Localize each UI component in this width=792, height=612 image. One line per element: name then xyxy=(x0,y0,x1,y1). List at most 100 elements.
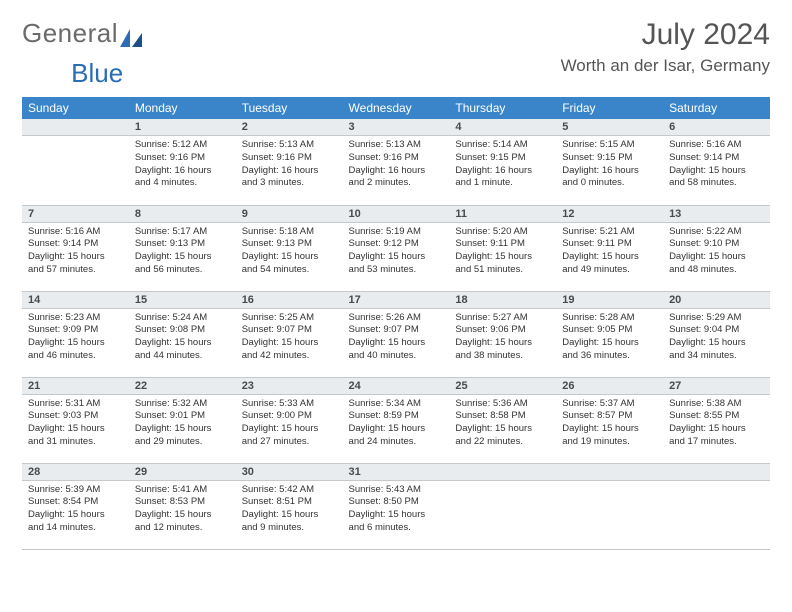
day-number: 17 xyxy=(343,292,450,309)
day-details: Sunrise: 5:27 AMSunset: 9:06 PMDaylight:… xyxy=(449,309,556,367)
calendar-table: SundayMondayTuesdayWednesdayThursdayFrid… xyxy=(22,97,770,550)
day-header: Tuesday xyxy=(236,97,343,119)
day-number: 28 xyxy=(22,464,129,481)
day-details: Sunrise: 5:41 AMSunset: 8:53 PMDaylight:… xyxy=(129,481,236,539)
day-details: Sunrise: 5:26 AMSunset: 9:07 PMDaylight:… xyxy=(343,309,450,367)
sunset-line: Sunset: 8:55 PM xyxy=(669,410,764,423)
daylight-line: Daylight: 15 hours and 36 minutes. xyxy=(562,337,657,363)
sunset-line: Sunset: 8:58 PM xyxy=(455,410,550,423)
sunrise-line: Sunrise: 5:31 AM xyxy=(28,398,123,411)
day-details: Sunrise: 5:36 AMSunset: 8:58 PMDaylight:… xyxy=(449,395,556,453)
daylight-line: Daylight: 15 hours and 24 minutes. xyxy=(349,423,444,449)
sunset-line: Sunset: 8:51 PM xyxy=(242,496,337,509)
daylight-line: Daylight: 15 hours and 51 minutes. xyxy=(455,251,550,277)
sunrise-line: Sunrise: 5:24 AM xyxy=(135,312,230,325)
day-number: 27 xyxy=(663,378,770,395)
day-number: 11 xyxy=(449,206,556,223)
sunset-line: Sunset: 9:14 PM xyxy=(669,152,764,165)
day-header: Sunday xyxy=(22,97,129,119)
day-details: Sunrise: 5:25 AMSunset: 9:07 PMDaylight:… xyxy=(236,309,343,367)
day-header: Saturday xyxy=(663,97,770,119)
calendar-cell: 4Sunrise: 5:14 AMSunset: 9:15 PMDaylight… xyxy=(449,119,556,205)
calendar-cell xyxy=(663,463,770,549)
sunrise-line: Sunrise: 5:43 AM xyxy=(349,484,444,497)
sunrise-line: Sunrise: 5:26 AM xyxy=(349,312,444,325)
calendar-week: 1Sunrise: 5:12 AMSunset: 9:16 PMDaylight… xyxy=(22,119,770,205)
day-details: Sunrise: 5:22 AMSunset: 9:10 PMDaylight:… xyxy=(663,223,770,281)
sunset-line: Sunset: 9:04 PM xyxy=(669,324,764,337)
day-number xyxy=(22,119,129,136)
day-number: 4 xyxy=(449,119,556,136)
calendar-cell: 9Sunrise: 5:18 AMSunset: 9:13 PMDaylight… xyxy=(236,205,343,291)
day-details: Sunrise: 5:43 AMSunset: 8:50 PMDaylight:… xyxy=(343,481,450,539)
calendar-cell: 5Sunrise: 5:15 AMSunset: 9:15 PMDaylight… xyxy=(556,119,663,205)
day-number: 18 xyxy=(449,292,556,309)
sunrise-line: Sunrise: 5:21 AM xyxy=(562,226,657,239)
daylight-line: Daylight: 15 hours and 53 minutes. xyxy=(349,251,444,277)
daylight-line: Daylight: 16 hours and 0 minutes. xyxy=(562,165,657,191)
calendar-cell: 25Sunrise: 5:36 AMSunset: 8:58 PMDayligh… xyxy=(449,377,556,463)
day-number xyxy=(449,464,556,481)
calendar-cell: 19 Sunrise: 5:28 AMSunset: 9:05 PMDayligh… xyxy=(556,291,663,377)
daylight-line: Daylight: 15 hours and 48 minutes. xyxy=(669,251,764,277)
calendar-body: 1Sunrise: 5:12 AMSunset: 9:16 PMDaylight… xyxy=(22,119,770,549)
brand-part1: General xyxy=(22,18,118,49)
sunset-line: Sunset: 9:01 PM xyxy=(135,410,230,423)
title-block: July 2024 Worth an der Isar, Germany xyxy=(561,18,770,76)
day-details: Sunrise: 5:21 AMSunset: 9:11 PMDaylight:… xyxy=(556,223,663,281)
day-details: Sunrise: 5:38 AMSunset: 8:55 PMDaylight:… xyxy=(663,395,770,453)
sunrise-line: Sunrise: 5:33 AM xyxy=(242,398,337,411)
daylight-line: Daylight: 16 hours and 3 minutes. xyxy=(242,165,337,191)
brand-part2: Blue xyxy=(71,58,123,88)
sunset-line: Sunset: 8:53 PM xyxy=(135,496,230,509)
sunset-line: Sunset: 9:16 PM xyxy=(135,152,230,165)
calendar-cell: 2Sunrise: 5:13 AMSunset: 9:16 PMDaylight… xyxy=(236,119,343,205)
calendar-cell: 11Sunrise: 5:20 AMSunset: 9:11 PMDayligh… xyxy=(449,205,556,291)
day-details: Sunrise: 5:16 AMSunset: 9:14 PMDaylight:… xyxy=(22,223,129,281)
sunrise-line: Sunrise: 5:13 AM xyxy=(349,139,444,152)
calendar-cell: 18Sunrise: 5:27 AMSunset: 9:06 PMDayligh… xyxy=(449,291,556,377)
sunrise-line: Sunrise: 5:28 AM xyxy=(562,312,657,325)
day-number: 22 xyxy=(129,378,236,395)
daylight-line: Daylight: 15 hours and 44 minutes. xyxy=(135,337,230,363)
day-number: 20 xyxy=(663,292,770,309)
day-number: 8 xyxy=(129,206,236,223)
daylight-line: Daylight: 15 hours and 46 minutes. xyxy=(28,337,123,363)
sunrise-line: Sunrise: 5:34 AM xyxy=(349,398,444,411)
month-title: July 2024 xyxy=(561,18,770,52)
sunset-line: Sunset: 9:07 PM xyxy=(349,324,444,337)
sunrise-line: Sunrise: 5:32 AM xyxy=(135,398,230,411)
sunset-line: Sunset: 9:13 PM xyxy=(135,238,230,251)
calendar-cell: 24Sunrise: 5:34 AMSunset: 8:59 PMDayligh… xyxy=(343,377,450,463)
day-details: Sunrise: 5:18 AMSunset: 9:13 PMDaylight:… xyxy=(236,223,343,281)
day-number: 30 xyxy=(236,464,343,481)
sunset-line: Sunset: 9:14 PM xyxy=(28,238,123,251)
calendar-cell: 16Sunrise: 5:25 AMSunset: 9:07 PMDayligh… xyxy=(236,291,343,377)
sunrise-line: Sunrise: 5:14 AM xyxy=(455,139,550,152)
daylight-line: Daylight: 15 hours and 49 minutes. xyxy=(562,251,657,277)
daylight-line: Daylight: 16 hours and 2 minutes. xyxy=(349,165,444,191)
sunset-line: Sunset: 9:15 PM xyxy=(562,152,657,165)
sunrise-line: Sunrise: 5:13 AM xyxy=(242,139,337,152)
sunrise-line: Sunrise: 5:16 AM xyxy=(28,226,123,239)
day-number: 21 xyxy=(22,378,129,395)
sunrise-line: Sunrise: 5:18 AM xyxy=(242,226,337,239)
calendar-cell: 17Sunrise: 5:26 AMSunset: 9:07 PMDayligh… xyxy=(343,291,450,377)
sunrise-line: Sunrise: 5:25 AM xyxy=(242,312,337,325)
calendar-cell: 22Sunrise: 5:32 AMSunset: 9:01 PMDayligh… xyxy=(129,377,236,463)
day-number: 16 xyxy=(236,292,343,309)
calendar-cell: 12Sunrise: 5:21 AMSunset: 9:11 PMDayligh… xyxy=(556,205,663,291)
day-number: 7 xyxy=(22,206,129,223)
sunrise-line: Sunrise: 5:29 AM xyxy=(669,312,764,325)
calendar-cell: 13Sunrise: 5:22 AMSunset: 9:10 PMDayligh… xyxy=(663,205,770,291)
calendar-cell: 3Sunrise: 5:13 AMSunset: 9:16 PMDaylight… xyxy=(343,119,450,205)
sunset-line: Sunset: 9:05 PM xyxy=(562,324,657,337)
day-details: Sunrise: 5:13 AMSunset: 9:16 PMDaylight:… xyxy=(236,136,343,194)
day-details: Sunrise: 5:20 AMSunset: 9:11 PMDaylight:… xyxy=(449,223,556,281)
daylight-line: Daylight: 15 hours and 38 minutes. xyxy=(455,337,550,363)
calendar-cell: 15Sunrise: 5:24 AMSunset: 9:08 PMDayligh… xyxy=(129,291,236,377)
day-number: 19 xyxy=(556,292,663,309)
day-details: Sunrise: 5:42 AMSunset: 8:51 PMDaylight:… xyxy=(236,481,343,539)
day-number: 12 xyxy=(556,206,663,223)
sunrise-line: Sunrise: 5:22 AM xyxy=(669,226,764,239)
